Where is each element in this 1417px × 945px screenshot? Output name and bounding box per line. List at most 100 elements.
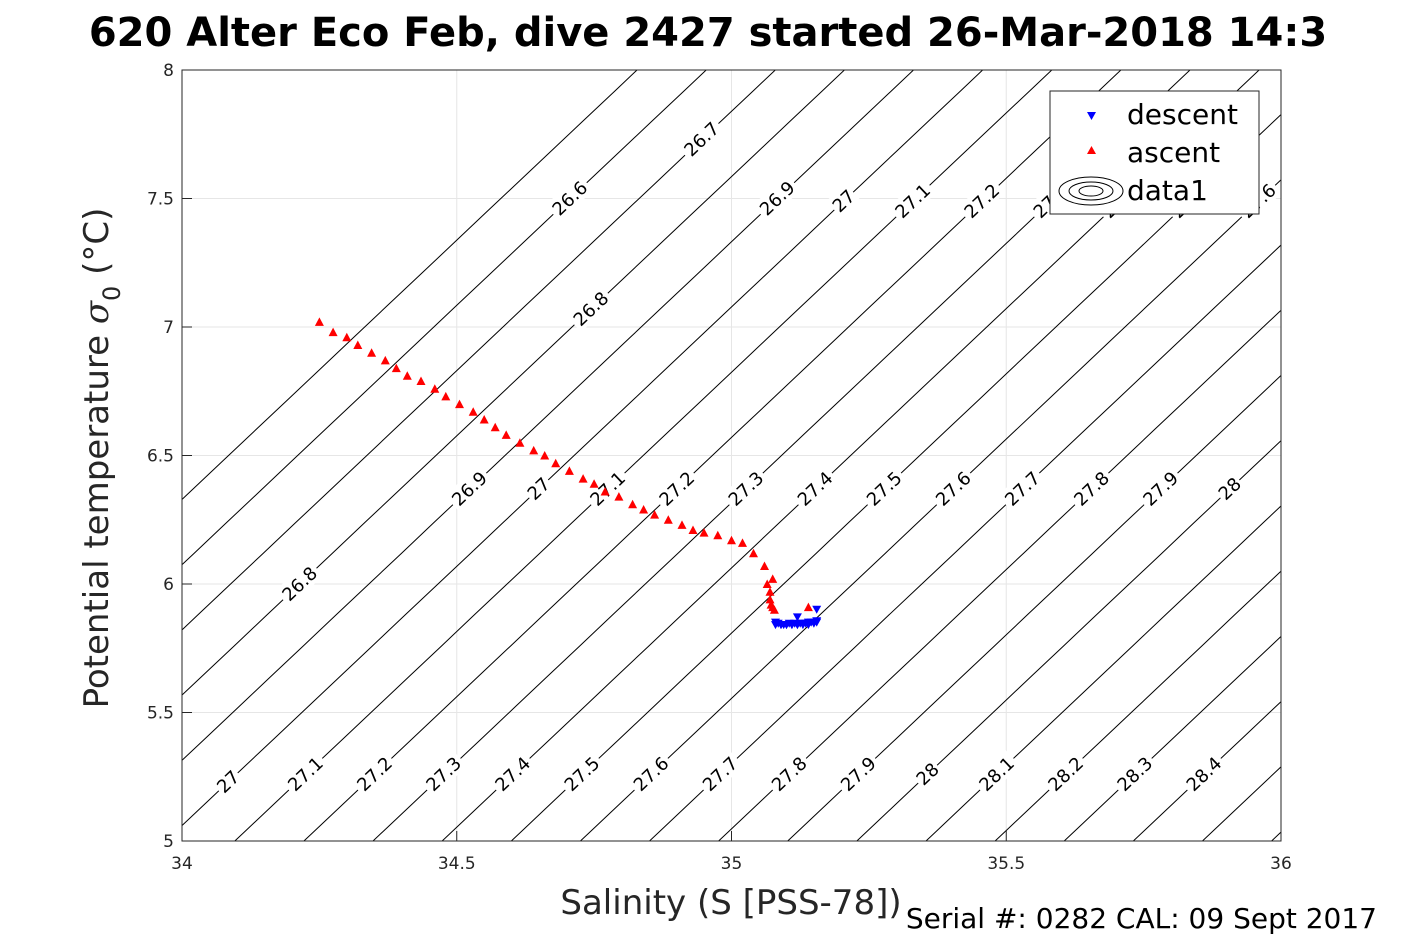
density-contour-labels: 26.626.726.826.92727.127.227.327.427.527…	[210, 114, 1283, 799]
legend: descent ascent data1	[1049, 90, 1260, 215]
ascent-point	[455, 399, 464, 409]
ascent-point	[699, 528, 709, 537]
contour-label-bg	[833, 749, 883, 798]
contour-label-bg	[280, 749, 330, 798]
legend-ascent-marker	[1087, 146, 1096, 154]
ascent-point	[479, 415, 489, 424]
density-contour-line	[786, 374, 1281, 841]
ascent-point	[468, 407, 478, 416]
contour-label-bg	[721, 464, 770, 512]
y-tick-label: 8	[163, 61, 174, 81]
contour-label-bg	[521, 471, 556, 506]
density-contour-line	[717, 309, 1281, 841]
contour-label-bg	[557, 749, 606, 798]
x-axis-label: Salinity (S [PSS-78])	[560, 883, 901, 923]
y-axis-label-main: Potential temperature	[77, 324, 117, 708]
ascent-point	[628, 499, 638, 509]
ascent-point	[441, 391, 451, 401]
y-axis-label: Potential temperature σ0 (°C)	[77, 208, 126, 709]
contour-label-bg	[626, 749, 675, 798]
density-contour-line	[1286, 0, 1417, 892]
contour-label-bg	[859, 464, 908, 512]
contour-label-bg	[1212, 471, 1247, 506]
ascent-point	[501, 430, 511, 439]
density-contour-line	[182, 70, 984, 827]
contour-label-bg	[752, 173, 801, 222]
density-contours	[182, 0, 1417, 892]
data-points	[314, 317, 822, 630]
density-contour-line	[1132, 700, 1281, 841]
contour-label-bg	[997, 464, 1047, 512]
ascent-point	[738, 538, 747, 547]
ascent-point	[430, 384, 440, 393]
contour-label-bg	[444, 464, 494, 512]
contour-label-bg	[487, 749, 537, 798]
y-tick-label: 7.5	[147, 190, 174, 210]
legend-descent-marker	[1087, 112, 1096, 120]
ascent-point	[688, 525, 698, 534]
ascent-point	[639, 505, 649, 514]
ascent-point	[765, 594, 775, 604]
ascent-point	[749, 548, 758, 558]
x-tick-label: 35.5	[987, 854, 1025, 874]
ascent-point	[614, 492, 624, 501]
ascent-point	[540, 451, 550, 460]
density-contour-line	[994, 570, 1281, 841]
contour-label-bg	[1066, 464, 1116, 512]
ascent-point	[402, 371, 412, 380]
x-tick-label: 35	[721, 854, 743, 874]
y-tick-label: 6.5	[147, 447, 174, 467]
legend-contour-icon	[1058, 176, 1124, 206]
ascent-point	[564, 466, 574, 475]
legend-descent-label: descent	[1127, 98, 1238, 131]
ascent-point	[367, 348, 377, 357]
ascent-point	[328, 327, 338, 337]
contour-label-bg	[652, 464, 701, 512]
legend-data1-label: data1	[1127, 174, 1208, 207]
contour-label-bg	[418, 749, 468, 798]
contour-label-bg	[582, 464, 632, 512]
contour-label-bg	[1040, 749, 1090, 798]
axis-ticks: 34 34.5 35 35.5 36 5 5.5 6 6.5 7 7.5 8	[147, 61, 1292, 874]
x-tick-label: 34	[171, 854, 193, 874]
density-contour-line	[510, 113, 1281, 841]
ascent-point	[760, 561, 769, 570]
density-contour-line	[182, 70, 777, 631]
density-contour-line	[1355, 0, 1417, 892]
x-tick-label: 34.5	[438, 854, 476, 874]
y-tick-label: 5.5	[147, 704, 174, 724]
ascent-point	[529, 445, 539, 455]
ascent-point	[600, 487, 610, 496]
density-contour-line	[648, 244, 1281, 841]
density-contour-line	[234, 70, 1053, 841]
contour-label-bg	[210, 764, 245, 799]
y-tick-label: 5	[163, 832, 174, 852]
contour-label-bg	[676, 114, 726, 163]
ascent-point	[391, 363, 401, 373]
contour-label-bg	[764, 749, 813, 798]
ascent-point	[515, 438, 525, 447]
ascent-point	[490, 422, 500, 432]
contour-label-bg	[790, 464, 839, 512]
ascent-point	[727, 535, 736, 545]
y-tick-label: 7	[163, 318, 174, 338]
ascent-point	[380, 355, 390, 365]
descent-point	[792, 613, 802, 622]
density-contour-line	[182, 70, 638, 501]
legend-box	[1049, 90, 1260, 215]
contour-label-bg	[826, 183, 861, 218]
density-contour-line	[925, 505, 1281, 841]
contour-label-bg	[928, 464, 978, 512]
ascent-point	[663, 515, 673, 524]
descent-point	[812, 618, 822, 627]
ascent-point	[416, 376, 426, 385]
y-tick-label: 6	[163, 575, 174, 595]
contour-label-bg	[349, 749, 399, 798]
ascent-point	[589, 479, 599, 488]
ascent-point	[762, 579, 772, 588]
contour-label-bg	[910, 756, 945, 791]
y-axis-label-unit: (°C)	[77, 208, 117, 286]
y-axis-label-symbol: σ	[77, 300, 117, 324]
density-contour-line	[856, 440, 1281, 841]
